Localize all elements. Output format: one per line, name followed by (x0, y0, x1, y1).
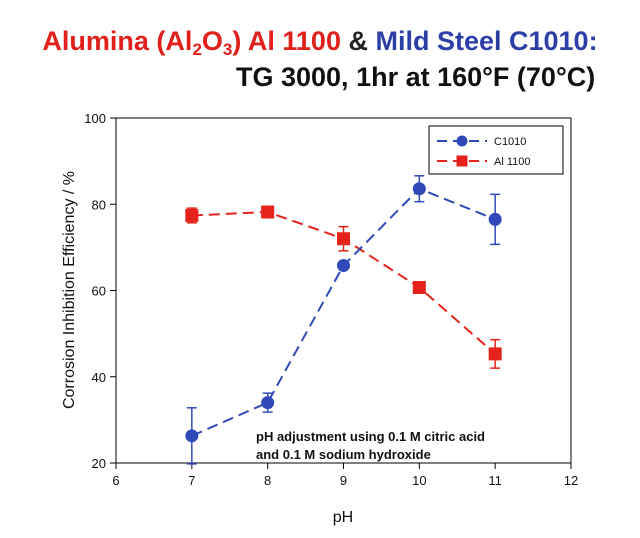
data-point-c1010 (261, 396, 275, 410)
title-part-4: Mild Steel C1010: (375, 26, 598, 56)
series-line-c1010 (191, 187, 496, 437)
y-tick-label: 40 (92, 370, 106, 385)
data-point-c1010 (185, 429, 199, 443)
title-subscript-2: 3 (222, 40, 233, 59)
x-tick-label: 7 (188, 473, 195, 488)
annotation-line-2: and 0.1 M sodium hydroxide (256, 447, 431, 462)
data-point-c1010 (488, 212, 502, 226)
legend: C1010 Al 1100 (428, 125, 564, 175)
data-point-al1100 (412, 280, 426, 294)
chart-title-line-1: Alumina (Al2O3) Al 1100 & Mild Steel C10… (0, 26, 640, 59)
data-point-c1010 (337, 258, 350, 272)
legend-label-al1100: Al 1100 (494, 156, 531, 168)
y-tick-label: 60 (92, 284, 106, 299)
axes: 6 7 8 9 10 11 12 20 40 60 80 100 (84, 111, 578, 488)
x-tick-label: 6 (112, 473, 119, 488)
y-tick-label: 20 (92, 456, 106, 471)
data-point-al1100 (337, 232, 350, 246)
y-tick-label: 80 (92, 197, 106, 212)
title-subscript-1: 2 (192, 40, 202, 59)
annotation-line-1: pH adjustment using 0.1 M citric acid (256, 429, 485, 444)
title-part-3: ) Al 1100 (232, 26, 341, 56)
legend-marker-al1100 (456, 155, 468, 167)
data-point-c1010 (412, 182, 426, 196)
x-axis-label: pH (333, 509, 353, 526)
title-part-1: Alumina (Al (42, 26, 193, 56)
data-point-al1100 (488, 347, 502, 361)
title-part-2: O (201, 26, 223, 56)
chart-title-line-2: TG 3000, 1hr at 160°F (70°C) (236, 62, 596, 92)
x-tick-label: 11 (488, 473, 502, 488)
legend-marker-c1010 (456, 135, 468, 147)
y-tick-label: 100 (84, 111, 106, 126)
legend-box (428, 125, 564, 175)
data-point-al1100 (185, 208, 199, 222)
series-layer (185, 175, 502, 465)
data-point-al1100 (261, 205, 275, 219)
x-tick-label: 10 (412, 473, 426, 488)
title-ampersand: & (340, 26, 376, 56)
legend-label-c1010: C1010 (494, 136, 526, 148)
y-axis-label: Corrosion Inhibition Efficiency / % (61, 171, 78, 409)
x-tick-label: 8 (264, 473, 271, 488)
x-tick-label: 9 (340, 473, 347, 488)
x-tick-label: 12 (564, 473, 578, 488)
